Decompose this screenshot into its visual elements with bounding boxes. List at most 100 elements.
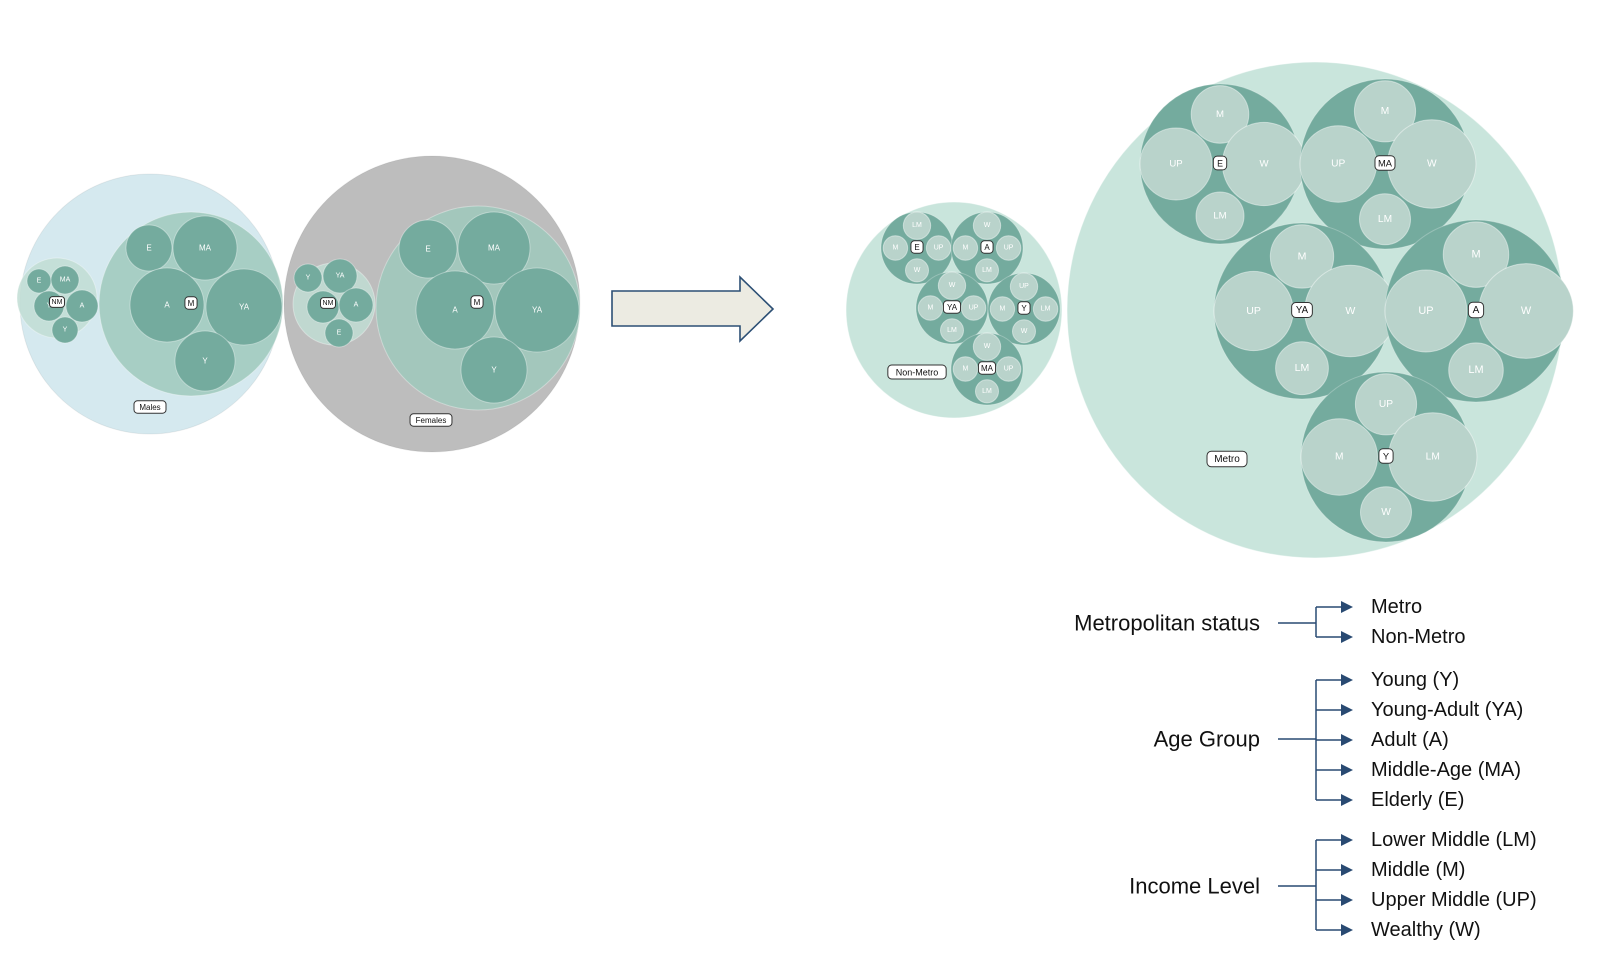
metro-ya-income-circle bbox=[1275, 341, 1329, 396]
females-nonmetro-node-label: Y bbox=[306, 275, 311, 282]
nonmetro-e-income-circle bbox=[904, 258, 930, 283]
metro-e-income-circle bbox=[1139, 127, 1213, 201]
metro-a-income-label: W bbox=[1521, 305, 1532, 317]
metro-a-age-label-box bbox=[1467, 301, 1485, 319]
metro-a-age-label: A bbox=[1473, 305, 1480, 316]
metro-e-age-label: E bbox=[1217, 159, 1223, 169]
males-nonmetro-node-label: E bbox=[37, 278, 42, 285]
females-nonmetro-node-label: YA bbox=[336, 273, 345, 280]
nonmetro-ya-income-label: M bbox=[927, 305, 933, 312]
females-metro-node-label: Y bbox=[491, 366, 497, 375]
males-label-box bbox=[133, 400, 167, 414]
legend-age-arrow bbox=[1341, 704, 1353, 716]
metro-y-age-label-box bbox=[1378, 448, 1394, 464]
legend-income-arrow bbox=[1341, 864, 1353, 876]
nonmetro-ma-age-label-box bbox=[977, 361, 997, 375]
metro-ma-income-label: W bbox=[1427, 159, 1437, 170]
legend-age-arrow bbox=[1341, 794, 1353, 806]
females-metro-node-label: E bbox=[425, 245, 430, 254]
metro-label-box bbox=[1206, 450, 1248, 468]
females-nonmetro-node bbox=[293, 263, 323, 293]
metro-y-income-label: M bbox=[1335, 452, 1344, 463]
metro-ma-age-label: MA bbox=[1378, 159, 1393, 169]
legend-age-item: Middle-Age (MA) bbox=[1371, 759, 1521, 781]
nonmetro-ma-income-circle bbox=[972, 332, 1002, 361]
legend-age-arrow bbox=[1341, 734, 1353, 746]
legend-metropolitan-arrow bbox=[1341, 601, 1353, 613]
nonmetro-ma-income-circle bbox=[974, 379, 1000, 404]
males-label: Males bbox=[139, 403, 160, 412]
metro-e-income-label: UP bbox=[1169, 159, 1182, 170]
nonmetro-y-income-circle bbox=[1009, 272, 1039, 301]
metro-e-income-circle bbox=[1195, 191, 1245, 241]
males-nonmetro-node bbox=[51, 316, 79, 344]
males-metro-node bbox=[174, 330, 236, 392]
metro-y-income-label: UP bbox=[1379, 399, 1393, 410]
females-metro-node bbox=[457, 211, 531, 285]
nonmetro-a-income-circle bbox=[974, 258, 1000, 283]
males-metro-label: M bbox=[188, 299, 195, 308]
metro-a-income-label: M bbox=[1471, 249, 1480, 261]
females-nonmetro-node-label: E bbox=[337, 330, 342, 337]
females-metro-node bbox=[494, 267, 580, 353]
nonmetro-e-income-circle bbox=[902, 211, 932, 240]
legend: Metropolitan status Metro Non-Metro Age Gro… bbox=[1074, 596, 1536, 941]
metro-a-income-label: LM bbox=[1468, 364, 1483, 376]
females-nonmetro-label-box bbox=[320, 297, 336, 309]
males-metro-node-label: E bbox=[146, 244, 151, 253]
nonmetro-a-age-label-box bbox=[980, 240, 994, 254]
metro-y-age-label: Y bbox=[1383, 452, 1390, 462]
females-label-box bbox=[409, 413, 453, 427]
nonmetro-ma-income-label: UP bbox=[1004, 366, 1014, 373]
nonmetro-e-income-circle bbox=[882, 235, 909, 261]
transition-arrow bbox=[611, 275, 775, 343]
legend-income-item: Middle (M) bbox=[1371, 859, 1465, 881]
legend-income-item: Lower Middle (LM) bbox=[1371, 829, 1537, 851]
metro-ma-income-label: LM bbox=[1378, 214, 1392, 225]
legend-income-item: Wealthy (W) bbox=[1371, 919, 1481, 941]
metro-ya-age-label: YA bbox=[1296, 305, 1309, 316]
nonmetro-y-income-label: UP bbox=[1019, 283, 1029, 290]
females-nonmetro-node bbox=[338, 287, 374, 323]
females-metro-node bbox=[398, 219, 458, 279]
nonmetro-e-age-label: E bbox=[914, 243, 919, 252]
metro-ya-age-label-box bbox=[1291, 301, 1313, 319]
nonmetro-a-income-label: UP bbox=[1004, 245, 1014, 252]
nonmetro-ya-income-circle bbox=[937, 271, 967, 300]
legend-age-item: Young-Adult (YA) bbox=[1371, 699, 1523, 721]
nonmetro-y-income-label: LM bbox=[1041, 306, 1051, 313]
nonmetro-label-box bbox=[887, 364, 947, 380]
females-metro-node-label: MA bbox=[488, 244, 501, 253]
legend-metropolitan-arrow bbox=[1341, 631, 1353, 643]
males-nonmetro-node-label: MA bbox=[60, 277, 71, 284]
females-nonmetro-node bbox=[324, 318, 354, 348]
males-nonmetro-node-label: Y bbox=[63, 327, 68, 334]
nonmetro-ma-income-circle bbox=[952, 356, 979, 382]
males-nonmetro-label-box bbox=[49, 296, 65, 308]
nonmetro-a-age-label: A bbox=[984, 243, 990, 252]
nonmetro-ma-income-label: LM bbox=[982, 388, 992, 395]
females-label: Females bbox=[416, 416, 447, 425]
nonmetro-ya-age-label: YA bbox=[947, 303, 958, 312]
females-metro-node bbox=[415, 270, 495, 350]
metro-a-income-circle bbox=[1384, 269, 1468, 353]
males-nonmetro-label: NM bbox=[52, 299, 63, 306]
legend-income-item: Upper Middle (UP) bbox=[1371, 889, 1537, 911]
males-nonmetro-node-label: A bbox=[80, 303, 85, 310]
females-nonmetro-label: NM bbox=[323, 300, 334, 307]
males-nonmetro-node bbox=[65, 289, 99, 323]
nonmetro-ya-age-label-box bbox=[942, 300, 962, 314]
males-metro-node-label: YA bbox=[239, 303, 250, 312]
metro-ya-income-label: M bbox=[1298, 250, 1307, 262]
metro-label: Metro bbox=[1214, 454, 1240, 465]
males-metro-node-label: MA bbox=[199, 244, 212, 253]
nonmetro-ya-income-label: LM bbox=[947, 327, 957, 334]
nonmetro-e-income-label: W bbox=[914, 267, 921, 274]
metro-ma-income-label: UP bbox=[1331, 159, 1345, 170]
nonmetro-ya-income-circle bbox=[960, 295, 987, 321]
nonmetro-e-age-label-box bbox=[910, 240, 924, 254]
legend-metropolitan-item: Non-Metro bbox=[1371, 626, 1465, 648]
metro-y-income-label: W bbox=[1381, 507, 1391, 518]
nonmetro-ya-income-label: W bbox=[949, 282, 956, 289]
